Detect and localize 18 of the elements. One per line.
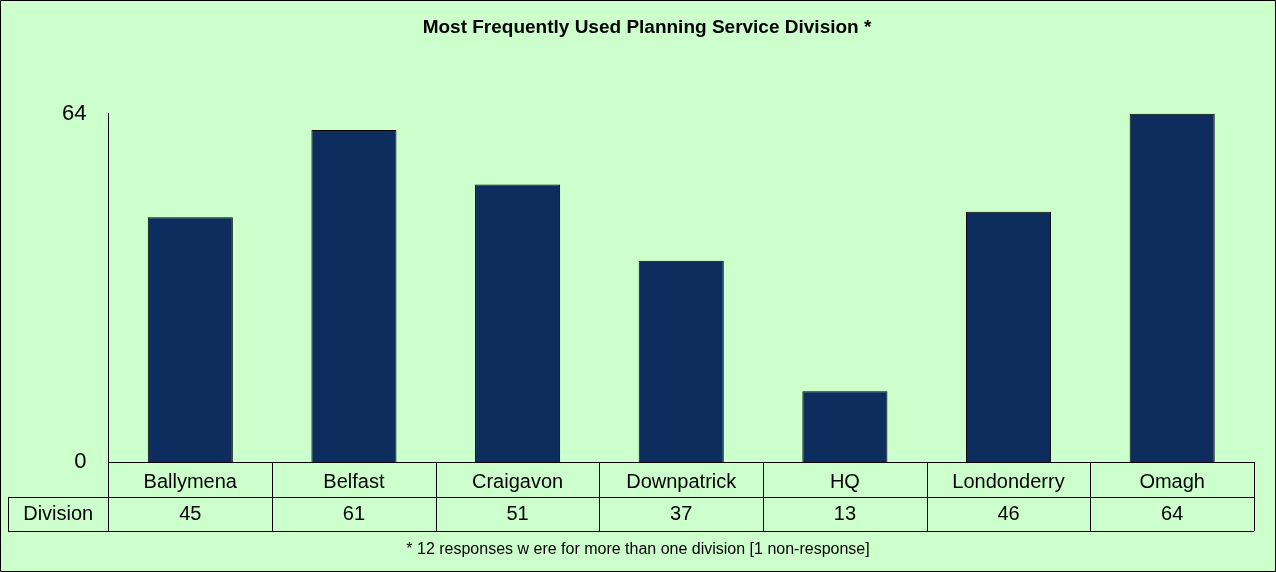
x-tick-label: Omagh — [1139, 469, 1205, 492]
x-tick-label: Craigavon — [472, 469, 564, 492]
data-label: 46 — [997, 501, 1020, 524]
chart-title: Most Frequently Used Planning Service Division * — [422, 15, 872, 37]
data-label: 37 — [670, 501, 693, 524]
x-tick-label: Belfast — [323, 469, 385, 492]
data-label: 64 — [1161, 501, 1184, 524]
text: * 12 responses w ere for more than one division [1 non-response] — [406, 540, 870, 558]
data-label: 45 — [179, 501, 202, 524]
text: Division — [23, 501, 94, 524]
data-label: 61 — [342, 501, 366, 524]
x-tick-label: HQ — [829, 469, 860, 492]
x-tick-label: Londonderry — [952, 469, 1065, 492]
data-label: 51 — [506, 501, 529, 524]
x-tick-label: Downpatrick — [626, 469, 738, 492]
x-tick-label: Ballymena — [143, 469, 238, 492]
data-label: 13 — [833, 501, 857, 524]
y-tick-label: 0 — [74, 448, 87, 474]
